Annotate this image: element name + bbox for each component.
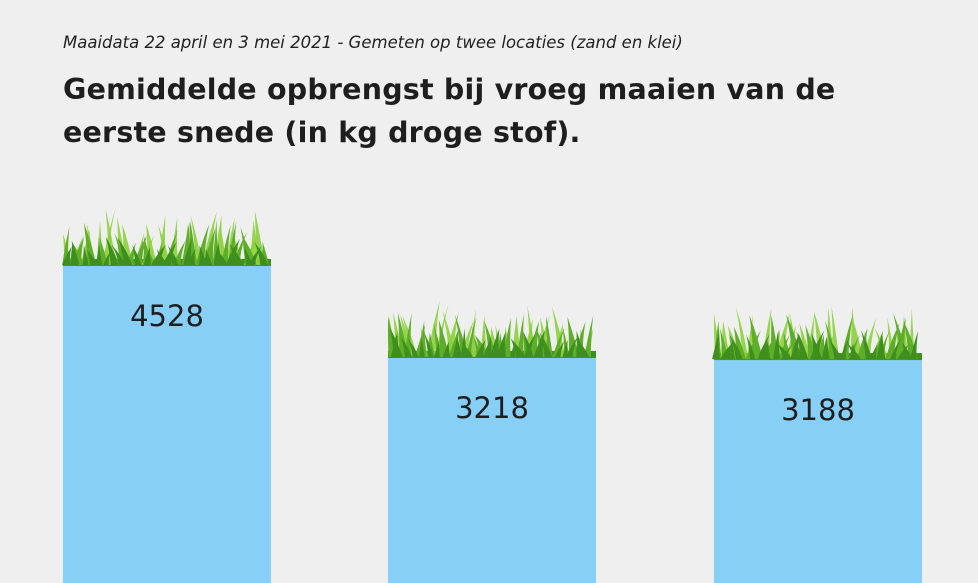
grass-layer xyxy=(61,208,922,361)
labels-layer: 4528 3218 3188 xyxy=(130,299,855,427)
bar-1 xyxy=(63,264,271,583)
bar-2 xyxy=(388,356,596,583)
grass-icon xyxy=(387,300,596,358)
chart-title: Gemiddelde opbrengst bij vroeg maaien va… xyxy=(63,73,836,149)
bar-3 xyxy=(714,359,922,583)
bar-value-label-2: 3218 xyxy=(455,391,529,425)
chart-subtitle: Maaidata 22 april en 3 mei 2021 - Gemete… xyxy=(63,33,683,52)
bar-value-label-3: 3188 xyxy=(781,393,855,427)
bar-value-label-1: 4528 xyxy=(130,299,204,333)
grass-icon xyxy=(61,208,271,266)
bars-layer xyxy=(63,264,922,583)
grass-icon xyxy=(712,306,922,361)
